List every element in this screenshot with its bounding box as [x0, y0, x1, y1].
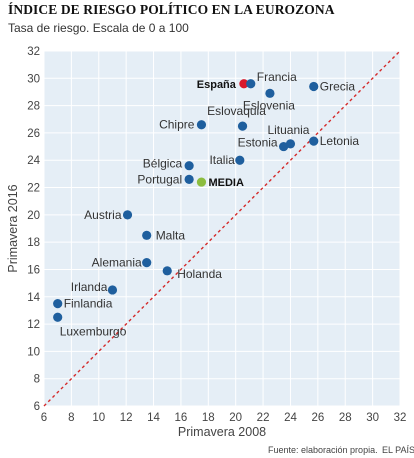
data-point-italia: [235, 155, 245, 165]
point-label-estonia: Estonia: [238, 136, 278, 150]
data-point-luxemburgo: [53, 312, 63, 322]
x-tick-label: 22: [257, 412, 270, 424]
y-tick-label: 30: [27, 73, 40, 85]
y-axis-label: Primavera 2016: [6, 184, 20, 272]
point-label-austria: Austria: [84, 208, 122, 222]
point-label-media: MEDIA: [208, 177, 244, 189]
point-label-malta: Malta: [156, 228, 186, 242]
data-point-irlanda: [107, 285, 118, 295]
point-label-lituania: Lituania: [267, 123, 309, 137]
x-tick-label: 6: [41, 412, 47, 424]
x-tick-label: 10: [92, 412, 105, 424]
y-tick-label: 20: [27, 210, 40, 222]
y-tick-label: 6: [34, 401, 40, 413]
chart-title: ÍNDICE DE RIESGO POLÍTICO EN LA EUROZONA: [8, 2, 335, 17]
y-tick-label: 22: [27, 183, 40, 195]
chart-subtitle: Tasa de riesgo. Escala de 0 a 100: [8, 21, 189, 35]
y-tick-label: 16: [27, 264, 40, 276]
data-point-letonia: [309, 136, 319, 146]
brand-credit: EL PAÍS: [382, 445, 414, 455]
data-point-espana: [239, 79, 249, 89]
point-label-espana: España: [197, 79, 237, 91]
data-point-eslovaquia: [237, 121, 248, 131]
x-tick-label: 16: [175, 412, 188, 424]
y-tick-label: 32: [27, 46, 40, 58]
data-point-eslovenia: [265, 88, 275, 98]
point-label-portugal: Portugal: [137, 172, 182, 186]
data-point-malta: [142, 230, 152, 240]
point-label-holanda: Holanda: [177, 267, 222, 281]
point-label-alemania: Alemania: [92, 256, 142, 270]
point-label-finlandia: Finlandia: [64, 297, 113, 311]
point-label-belgica: Bélgica: [143, 157, 183, 171]
source-note: Fuente: elaboración propia.: [268, 445, 378, 455]
x-tick-label: 20: [229, 412, 242, 424]
data-point-austria: [122, 210, 133, 220]
x-tick-label: 12: [120, 412, 133, 424]
y-axis-ticks: 6 8 10 12 14 16 18 20 22 24 26 28 30 32: [27, 46, 40, 413]
data-point-chipre: [196, 120, 207, 130]
point-label-irlanda: Irlanda: [71, 280, 108, 294]
data-point-holanda: [162, 266, 172, 276]
y-tick-label: 12: [27, 319, 40, 331]
point-label-grecia: Grecia: [320, 80, 356, 94]
x-tick-label: 8: [68, 412, 74, 424]
data-point-alemania: [142, 258, 152, 268]
x-tick-label: 26: [311, 412, 324, 424]
data-point-portugal: [184, 174, 194, 184]
y-tick-label: 28: [27, 101, 40, 113]
x-tick-label: 30: [366, 412, 379, 424]
x-tick-label: 28: [339, 412, 352, 424]
y-tick-label: 26: [27, 128, 40, 140]
x-tick-label: 32: [394, 412, 407, 424]
y-tick-label: 8: [34, 374, 40, 386]
data-points: [53, 79, 319, 322]
point-label-eslovenia: Eslovenia: [243, 98, 295, 112]
x-tick-label: 24: [284, 412, 297, 424]
point-label-letonia: Letonia: [320, 134, 360, 148]
point-label-italia: Italia: [209, 153, 235, 167]
data-point-finlandia: [53, 298, 63, 309]
x-tick-label: 18: [202, 412, 215, 424]
x-axis-ticks: 6 8 10 12 14 16 18 20 22 24 26 28 30 32: [41, 412, 407, 424]
plot-area: [44, 51, 400, 406]
data-point-estonia: [279, 141, 289, 152]
x-axis-label: Primavera 2008: [178, 425, 266, 439]
y-tick-label: 24: [27, 155, 40, 167]
data-point-belgica: [184, 161, 194, 171]
point-label-chipre: Chipre: [159, 118, 195, 132]
y-tick-label: 14: [27, 292, 40, 304]
point-label-francia: Francia: [257, 70, 297, 84]
grid-lines: [43, 50, 401, 407]
y-tick-label: 18: [27, 237, 40, 249]
data-point-media: [196, 177, 207, 187]
x-tick-label: 14: [147, 412, 160, 424]
y-tick-label: 10: [27, 346, 40, 358]
data-point-grecia: [309, 81, 319, 92]
point-label-eslovaquia: Eslovaquia: [207, 104, 266, 118]
point-label-luxemburgo: Luxemburgo: [60, 324, 127, 338]
data-point-francia: [246, 79, 256, 89]
